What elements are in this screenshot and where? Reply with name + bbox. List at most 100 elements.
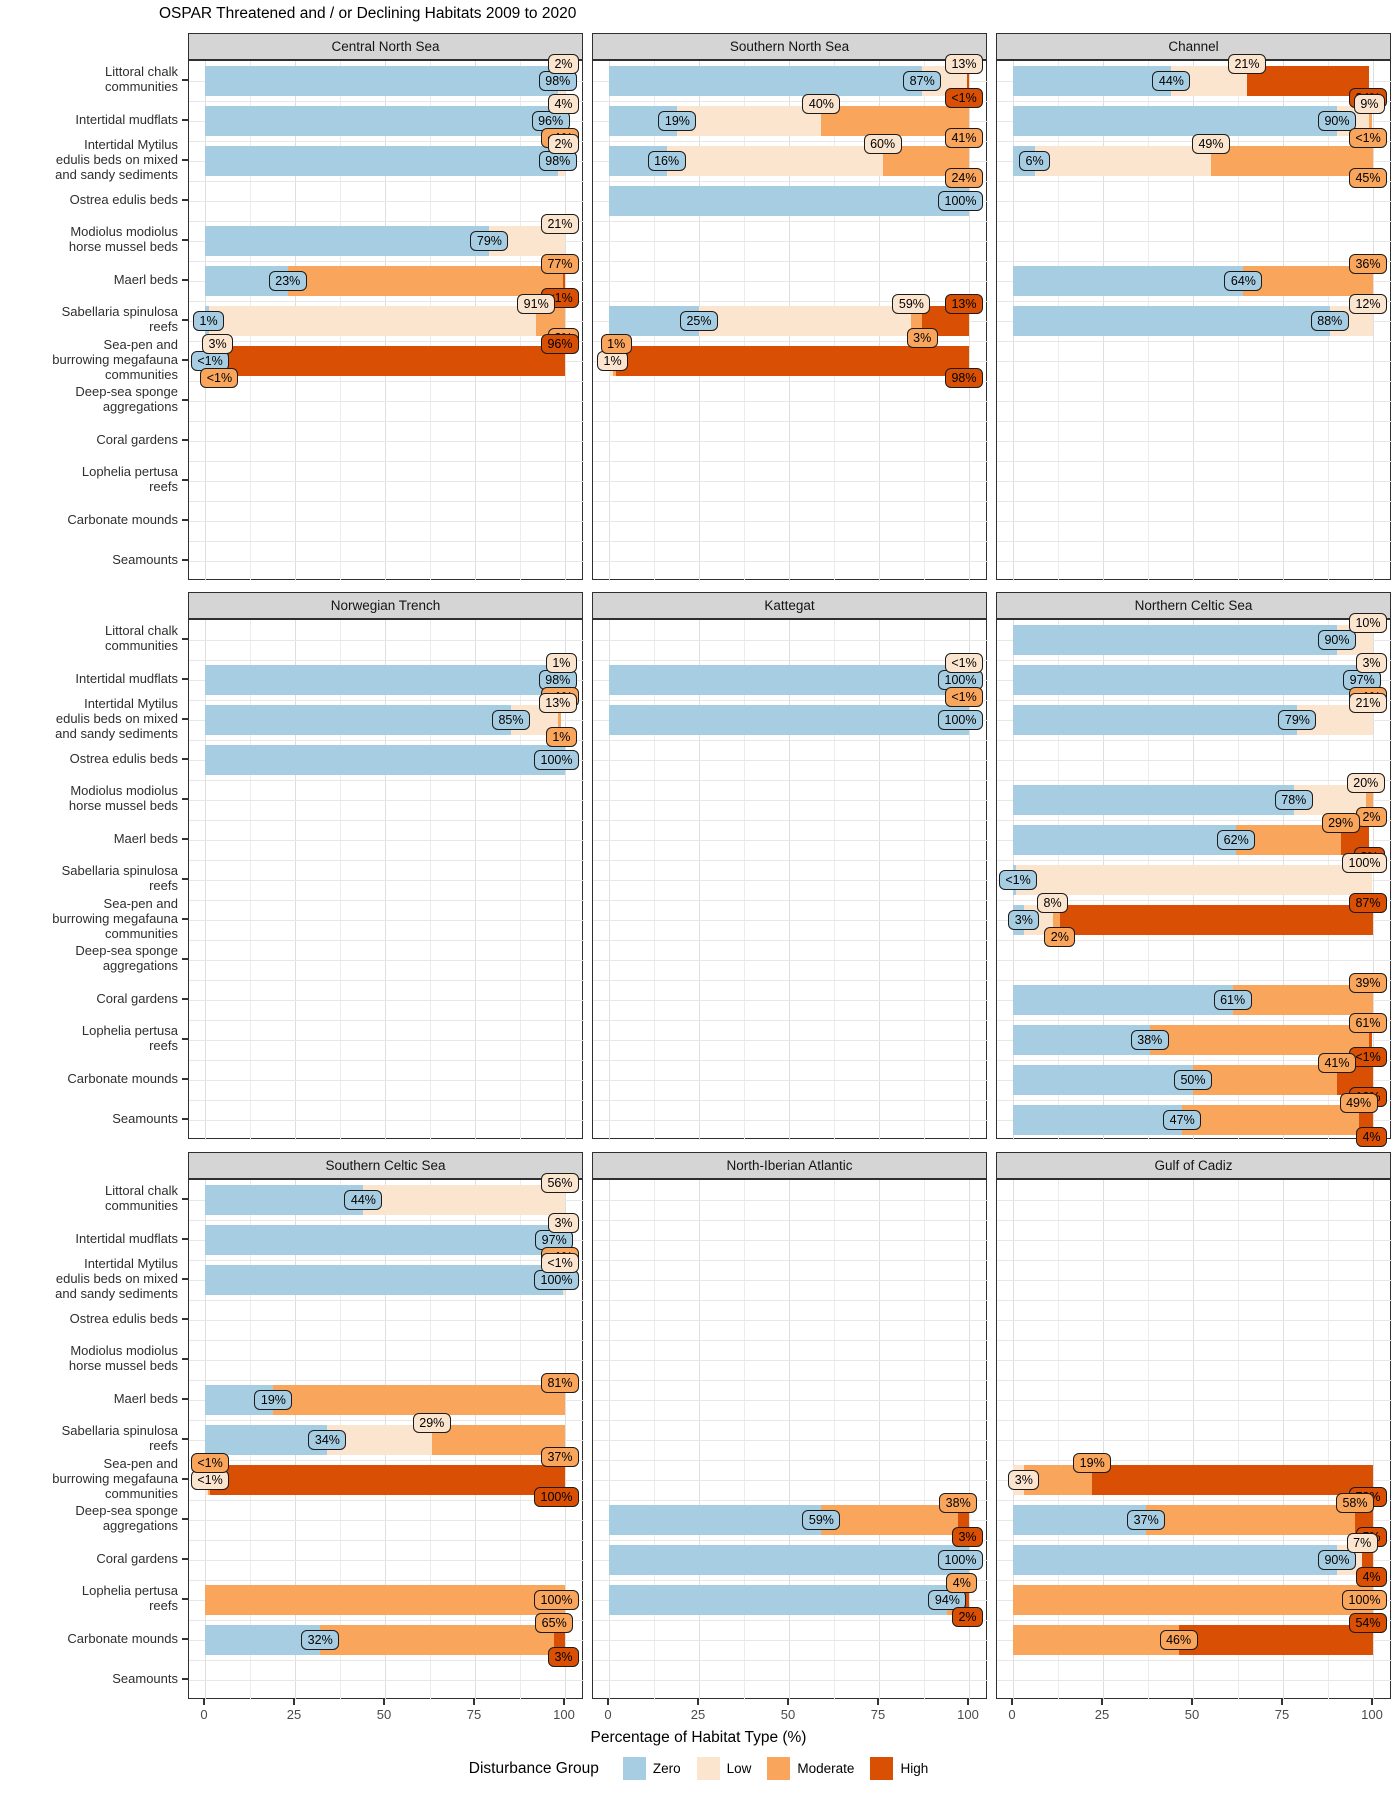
value-label: 100%: [534, 1590, 579, 1610]
value-label: 7%: [1346, 1533, 1378, 1553]
gridline: [593, 780, 988, 781]
bar-segment: [1013, 106, 1337, 136]
value-label: 37%: [1127, 1510, 1166, 1530]
y-axis-label: Deep-sea sponge aggregations: [75, 384, 178, 414]
y-tick: [182, 79, 188, 81]
y-axis-label: Littoral chalk communities: [105, 1183, 178, 1213]
y-axis-label: Maerl beds: [113, 271, 178, 287]
value-label: 49%: [1339, 1093, 1378, 1113]
value-label: 100%: [938, 710, 983, 730]
gridline: [997, 401, 1392, 402]
facet-panel: 44%21%34%90%9%<1%6%49%45%64%36%88%12%: [996, 54, 1392, 581]
value-label: 40%: [802, 94, 841, 114]
gridline: [189, 1060, 584, 1061]
gridline: [593, 940, 988, 941]
y-tick: [182, 838, 188, 840]
bar-segment: [1182, 1105, 1359, 1135]
gridline: [189, 1120, 584, 1121]
bar-segment: [1149, 1025, 1370, 1055]
bar-segment: [205, 1185, 364, 1215]
gridline: [997, 1500, 1392, 1501]
x-tick: [1371, 1699, 1373, 1705]
bar-segment: [205, 745, 565, 775]
facet-panel: 3%19%78%37%58%5%90%7%4%100%46%54%: [996, 1179, 1392, 1700]
value-label: 96%: [541, 334, 579, 354]
value-label: 32%: [301, 1630, 340, 1650]
bar-segment: [609, 1545, 969, 1575]
gridline: [593, 341, 988, 342]
value-label: 4%: [1356, 1127, 1387, 1147]
y-axis-label: Lophelia pertusa reefs: [81, 1023, 178, 1053]
gridline: [189, 381, 584, 382]
gridline: [997, 1420, 1392, 1421]
value-label: 3%: [952, 1527, 983, 1547]
value-label: 54%: [1349, 1613, 1387, 1633]
gridline: [189, 1320, 584, 1321]
x-tick: [967, 1699, 969, 1705]
gridline: [593, 1680, 988, 1681]
value-label: 79%: [470, 231, 509, 251]
value-label: 47%: [1163, 1110, 1202, 1130]
gridline: [997, 201, 1392, 202]
gridline: [593, 640, 988, 641]
gridline: [593, 1580, 988, 1581]
y-tick: [182, 479, 188, 481]
y-tick: [182, 159, 188, 161]
gridline: [189, 521, 584, 522]
y-tick: [182, 199, 188, 201]
gridline: [189, 1620, 584, 1621]
bar-segment: [1013, 1065, 1193, 1095]
gridline: [997, 740, 1392, 741]
bar-segment: [958, 1505, 969, 1535]
y-axis-label: Ostrea edulis beds: [69, 1310, 178, 1326]
y-tick: [182, 918, 188, 920]
gridline: [189, 1300, 584, 1301]
y-axis-label: Littoral chalk communities: [105, 64, 178, 94]
gridline: [189, 1520, 584, 1521]
gridline: [997, 1580, 1392, 1581]
gridline: [997, 1460, 1392, 1461]
legend-label: Zero: [652, 1761, 681, 1776]
y-tick: [182, 678, 188, 680]
gridline: [189, 1540, 584, 1541]
gridline: [189, 461, 584, 462]
x-tick-label: 50: [780, 1707, 796, 1722]
low-swatch: [696, 1757, 720, 1780]
gridline: [997, 1020, 1392, 1021]
bar-segment: [205, 705, 511, 735]
gridline: [189, 800, 584, 801]
gridline: [997, 221, 1392, 222]
gridline: [189, 1220, 584, 1221]
value-label: 21%: [1228, 54, 1266, 74]
bar-segment: [1013, 625, 1337, 655]
value-label: 21%: [541, 214, 579, 234]
chart-title: OSPAR Threatened and / or Declining Habi…: [159, 5, 577, 22]
y-axis-label: Seamounts: [112, 551, 178, 567]
gridline: [997, 1200, 1392, 1201]
value-label: 23%: [268, 271, 307, 291]
bar-segment: [699, 306, 912, 336]
value-label: 90%: [1318, 111, 1356, 131]
y-tick: [182, 279, 188, 281]
gridline: [593, 920, 988, 921]
bar-segment: [1013, 785, 1294, 815]
bar-segment: [1013, 1505, 1147, 1535]
gridline: [593, 1420, 988, 1421]
y-tick: [182, 798, 188, 800]
value-label: 3%: [906, 328, 938, 348]
bar-segment: [609, 1505, 822, 1535]
y-tick: [182, 1678, 188, 1680]
gridline: [593, 900, 988, 901]
y-tick: [182, 1318, 188, 1320]
bar-segment: [205, 1625, 321, 1655]
value-label: 29%: [1321, 813, 1360, 833]
bar-segment: [1013, 705, 1298, 735]
gridline: [997, 481, 1392, 482]
y-tick: [182, 1238, 188, 1240]
gridline: [997, 501, 1392, 502]
x-tick-label: 0: [604, 1707, 612, 1722]
value-label: 98%: [538, 71, 577, 91]
gridline: [189, 820, 584, 821]
x-tick-label: 75: [870, 1707, 886, 1722]
gridline: [997, 1440, 1392, 1441]
